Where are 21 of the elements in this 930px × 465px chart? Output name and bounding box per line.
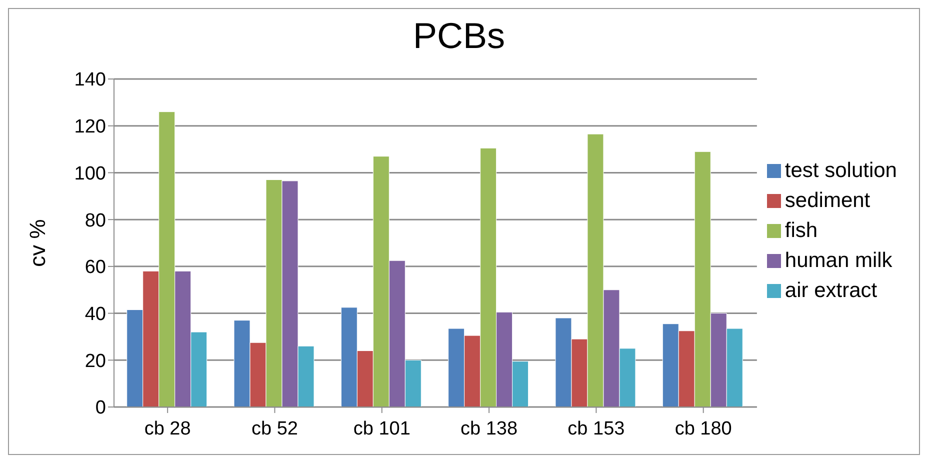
x-tick-label: cb 138 — [460, 418, 518, 440]
y-tick-label: 20 — [84, 350, 106, 372]
y-tick-label: 80 — [84, 210, 106, 232]
y-tick-label: 140 — [74, 70, 106, 91]
y-tick-label: 120 — [74, 116, 106, 138]
chart-title: PCBs — [412, 15, 506, 57]
legend-label: sediment — [784, 188, 870, 212]
x-tick-label: cb 28 — [144, 418, 191, 440]
y-tick-label: 60 — [84, 257, 106, 278]
x-tick-label: cb 153 — [568, 418, 625, 440]
legend-label: test solution — [784, 158, 897, 182]
x-tick-label: cb 180 — [674, 418, 732, 440]
y-tick-label: 100 — [74, 163, 106, 184]
legend-label: fish — [784, 218, 818, 242]
y-axis-title: cv % — [24, 219, 50, 267]
legend-label: human milk — [784, 248, 892, 272]
legend-label: air extract — [784, 278, 878, 302]
x-tick-label: cb 101 — [353, 418, 410, 440]
y-tick-label: 40 — [84, 304, 106, 326]
x-tick-label: cb 52 — [251, 418, 298, 440]
y-tick-label: 0 — [95, 398, 106, 419]
